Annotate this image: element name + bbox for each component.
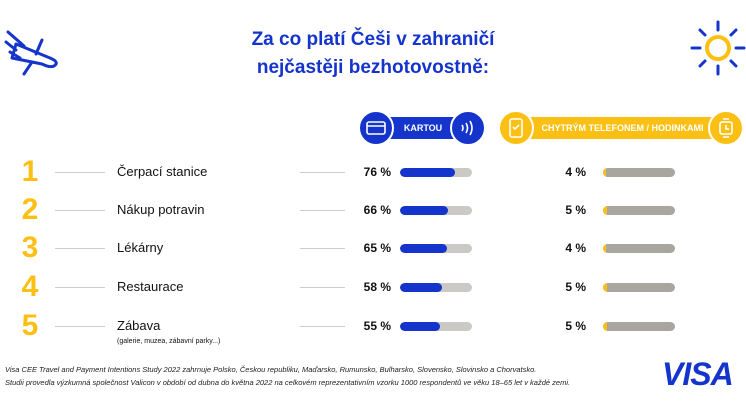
divider (55, 326, 105, 327)
phone-bar-track (603, 322, 675, 331)
airplane-icon (4, 30, 58, 76)
divider (300, 210, 345, 211)
phone-bar-track (603, 168, 675, 177)
phone-bar (603, 206, 607, 215)
rank-number: 2 (21, 193, 39, 226)
title-line-2: nejčastěji bezhotovostně: (256, 57, 490, 78)
phone-value-label: 4 % (565, 165, 586, 179)
category-label: Lékárny (117, 240, 164, 255)
category-label: Čerpací stanice (117, 164, 208, 179)
card-bar-track (400, 244, 472, 253)
divider (55, 172, 105, 173)
card-value-label: 76 % (363, 165, 391, 179)
credit-card-icon (358, 110, 394, 146)
smartwatch-icon (708, 110, 744, 146)
rank-number: 3 (21, 231, 39, 264)
phone-value-label: 4 % (565, 241, 586, 255)
phone-bar (603, 168, 606, 177)
divider (55, 210, 105, 211)
card-bar-track (400, 283, 472, 292)
footer-note-2: Studii provedla výzkumná společnost Vali… (5, 378, 571, 387)
category-note: (galerie, muzea, zábavní parky...) (117, 338, 221, 345)
card-value-label: 66 % (363, 203, 391, 217)
card-bar (400, 244, 447, 253)
phone-value-label: 5 % (565, 319, 586, 333)
phone-bar-track (603, 283, 675, 292)
divider (55, 287, 105, 288)
title-line-1: Za co platí Češi v zahraničí (251, 29, 495, 50)
footer-note-1: Visa CEE Travel and Payment Intentions S… (5, 365, 537, 374)
divider (300, 172, 345, 173)
phone-bar (603, 322, 607, 331)
card-header-bar: KARTOU (380, 117, 466, 139)
card-bar (400, 168, 455, 177)
visa-logo: VISA (662, 356, 734, 392)
phone-bar-track (603, 206, 675, 215)
card-value-label: 55 % (363, 319, 391, 333)
category-label: Restaurace (117, 279, 184, 294)
divider (300, 248, 345, 249)
phone-bar (603, 244, 606, 253)
rank-number: 1 (21, 155, 39, 188)
phone-legend-label: CHYTRÝM TELEFONEM / HODINKAMI (541, 123, 704, 133)
card-value-label: 65 % (363, 241, 391, 255)
card-legend-label: KARTOU (403, 123, 443, 133)
card-bar (400, 322, 440, 331)
phone-bar-track (603, 244, 675, 253)
phone-header-bar: CHYTRÝM TELEFONEM / HODINKAMI (525, 117, 720, 139)
phone-value-label: 5 % (565, 203, 586, 217)
card-bar (400, 206, 448, 215)
category-label: Zábava (117, 318, 161, 333)
page-title: Za co platí Češi v zahraničí nejčastěji … (0, 26, 746, 82)
sun-icon (690, 20, 746, 76)
divider (300, 326, 345, 327)
card-bar-track (400, 168, 472, 177)
phone-bar (603, 283, 607, 292)
card-bar (400, 283, 442, 292)
divider (55, 248, 105, 249)
smartphone-icon (498, 110, 534, 146)
card-value-label: 58 % (363, 280, 391, 294)
card-bar-track (400, 322, 472, 331)
category-label: Nákup potravin (117, 202, 205, 217)
phone-value-label: 5 % (565, 280, 586, 294)
rank-number: 4 (21, 270, 39, 303)
divider (300, 287, 345, 288)
card-bar-track (400, 206, 472, 215)
contactless-icon (450, 110, 486, 146)
rank-number: 5 (21, 309, 39, 342)
